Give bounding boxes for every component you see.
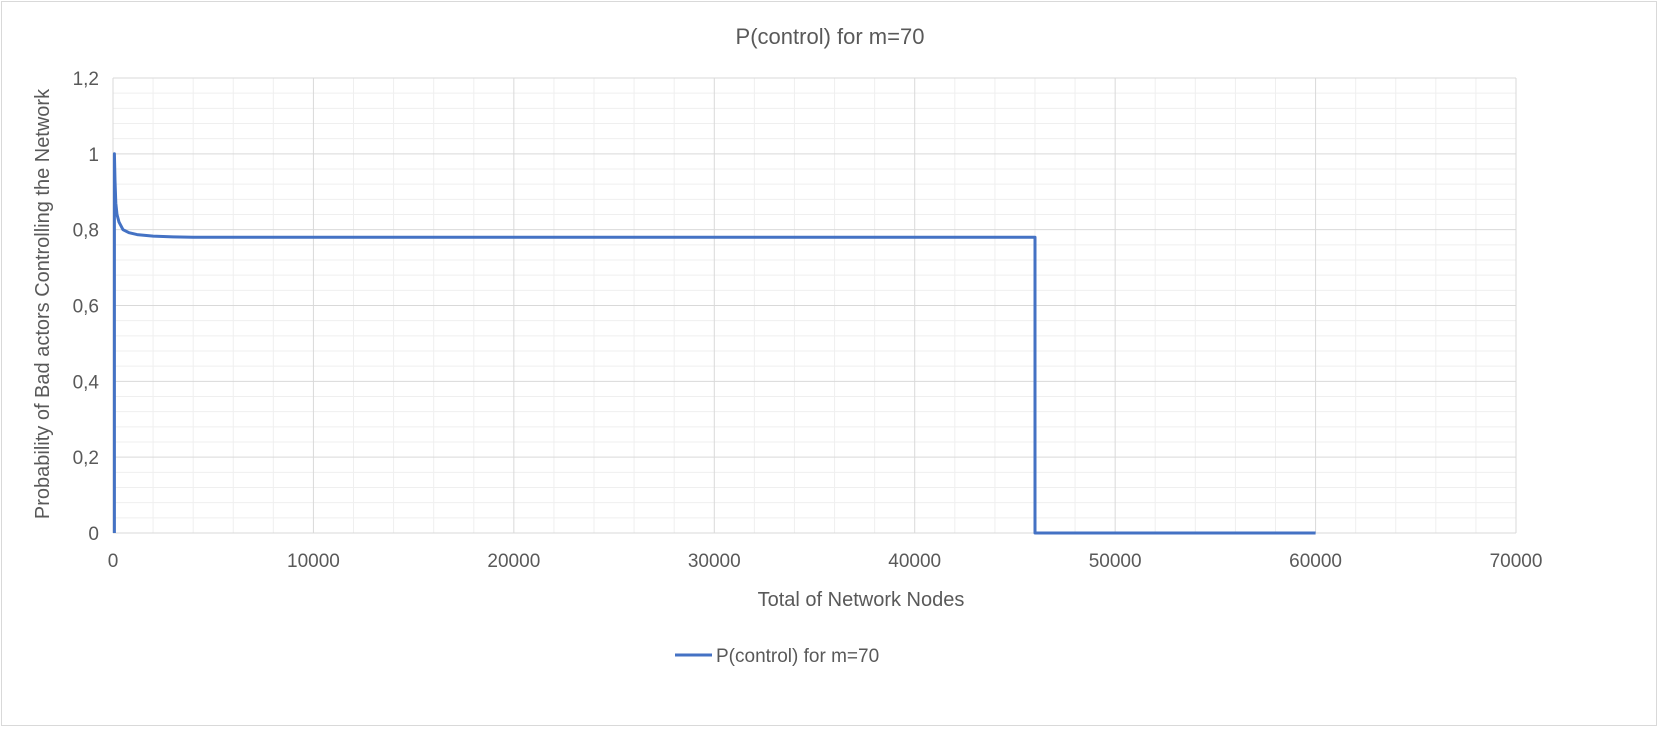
x-tick-label: 30000: [688, 551, 741, 572]
x-axis-title: Total of Network Nodes: [758, 589, 965, 611]
x-tick-label: 70000: [1490, 551, 1543, 572]
y-tick-label: 0,6: [73, 297, 99, 318]
y-tick-label: 1: [88, 145, 99, 166]
y-tick-label: 0,4: [73, 372, 100, 393]
chart-title: P(control) for m=70: [736, 24, 925, 49]
y-tick-label: 0: [88, 524, 99, 545]
x-tick-label: 50000: [1089, 551, 1142, 572]
y-axis-title: Probability of Bad actors Controlling th…: [32, 88, 54, 519]
y-tick-label: 0,2: [73, 448, 99, 469]
y-tick-label: 0,8: [73, 221, 99, 242]
series-group: [112, 152, 1316, 535]
legend-label: P(control) for m=70: [716, 646, 879, 667]
x-tick-label: 10000: [287, 551, 340, 572]
legend: P(control) for m=70: [675, 646, 879, 667]
x-tick-label: 0: [108, 551, 119, 572]
series-line: [112, 152, 1316, 535]
x-tick-label: 40000: [888, 551, 941, 572]
y-axis-ticks: 0 0,2 0,4 0,6 0,8 1 1,2: [73, 69, 100, 545]
x-tick-label: 20000: [487, 551, 540, 572]
major-gridlines: [112, 77, 1517, 534]
x-tick-label: 60000: [1289, 551, 1342, 572]
y-tick-label: 1,2: [73, 69, 99, 90]
x-axis-ticks: 0 10000 20000 30000 40000 50000 60000 70000: [108, 551, 1543, 572]
